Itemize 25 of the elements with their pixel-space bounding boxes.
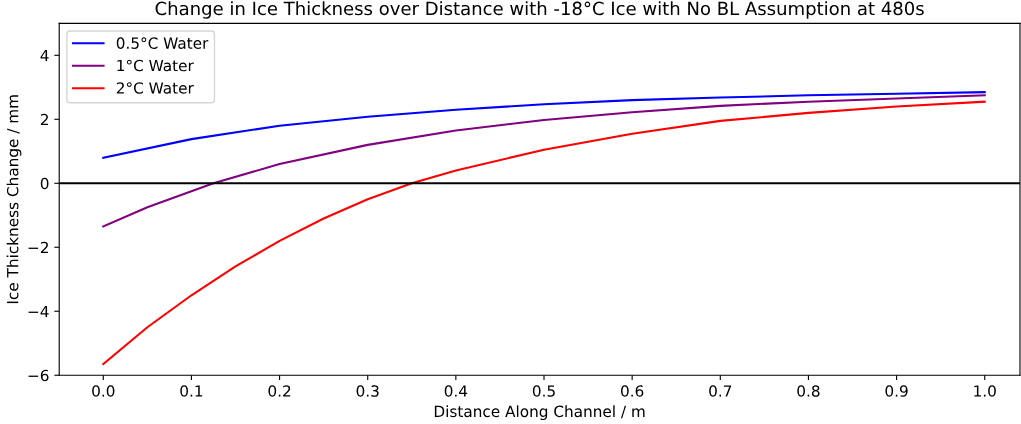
x-tick-label: 0.5 (532, 385, 555, 397)
line-series (102, 94, 986, 228)
x-tick-label: 0.3 (356, 385, 379, 397)
x-tick-label: 0.6 (621, 385, 644, 397)
legend-label: 1°C Water (117, 59, 194, 72)
x-tick-label: 0.8 (797, 385, 820, 397)
y-tick-label: −4 (28, 305, 49, 318)
x-axis-title: Distance Along Channel / m (434, 405, 645, 421)
line-series (102, 100, 986, 366)
x-tick-label: 0.9 (885, 385, 908, 397)
x-tick-label: 0.7 (709, 385, 732, 397)
x-tick-label: 0.4 (444, 385, 468, 397)
x-tick-label: 0.0 (92, 385, 115, 397)
y-tick-label: −6 (28, 369, 49, 382)
x-tick-label: 0.2 (268, 385, 291, 397)
x-tick-label: 1.0 (974, 385, 996, 397)
y-tick-label: 0 (40, 177, 49, 190)
legend-label: 0.5°C Water (116, 37, 209, 49)
y-axis-title: Ice Thickness Change / mm (6, 95, 22, 304)
legend-label: 2°C Water (116, 82, 194, 94)
y-tick-label: −2 (28, 241, 48, 254)
x-tick-label: 0.1 (180, 385, 203, 397)
chart-title: Change in Ice Thickness over Distance with -18°C Ice with No BL Assumption at 480s (155, 1, 924, 19)
y-tick-label: 2 (40, 113, 48, 126)
y-tick-label: 4 (40, 49, 49, 62)
